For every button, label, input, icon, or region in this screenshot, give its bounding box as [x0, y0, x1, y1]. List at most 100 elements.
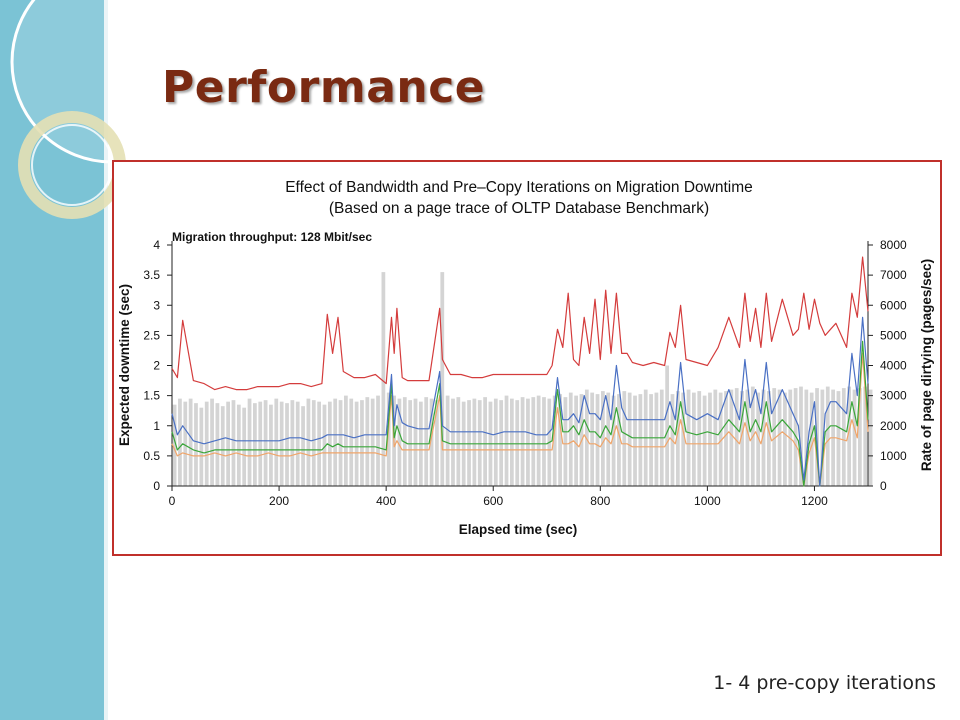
dirty-rate-bar: [424, 397, 429, 486]
dirty-rate-bar: [231, 400, 236, 486]
dirty-rate-bar: [542, 397, 546, 486]
dirty-rate-bar: [718, 392, 723, 486]
y2-tick-label: 4000: [880, 359, 907, 373]
dirty-rate-bar: [745, 389, 750, 486]
dirty-rate-bar: [253, 403, 257, 486]
dirty-rate-bar: [590, 392, 595, 486]
dirty-rate-bar: [766, 391, 771, 486]
dirty-rate-bar: [429, 398, 434, 486]
y2-tick-label: 7000: [880, 268, 907, 282]
dirty-rate-bar: [365, 397, 370, 486]
y2-axis-label: Rate of page dirtying (pages/sec): [919, 259, 934, 471]
chart-annotation: Migration throughput: 128 Mbit/sec: [172, 230, 372, 244]
dirty-rate-bar: [226, 401, 230, 486]
y-tick-label: 0: [153, 479, 160, 493]
dirty-rate-bar: [386, 392, 391, 486]
dirty-rate-bar: [756, 392, 761, 486]
dirty-rate-bar: [568, 392, 573, 486]
y-axis-label: Expected downtime (sec): [117, 284, 132, 446]
x-axis: 0 200 400 600 800 1000 1200: [169, 486, 828, 508]
dirty-rate-bar: [841, 388, 846, 486]
dirty-rate-bar: [269, 404, 273, 486]
dirty-rate-bar: [852, 389, 857, 486]
x-tick-label: 200: [269, 494, 289, 508]
dirty-rate-bar: [520, 397, 525, 486]
dirty-rate-bar: [847, 386, 852, 486]
dirty-rate-bar: [601, 391, 605, 486]
y2-tick-label: 5000: [880, 328, 907, 342]
dirty-rate-bar: [204, 401, 209, 486]
downtime-chart: 0 200 400 600 800 1000 1200 00.511.522.533.54 …: [117, 179, 934, 537]
dirty-rate-bar: [344, 395, 348, 486]
dirty-rate-bar: [868, 389, 873, 486]
dirty-rate-bar: [724, 391, 728, 486]
dirty-rate-bar: [327, 401, 332, 486]
dirty-rate-bar: [178, 398, 182, 486]
dirty-rate-bar: [638, 394, 643, 486]
dirty-rate-bar: [370, 398, 375, 486]
dirty-rate-bar: [440, 272, 445, 486]
dirty-rate-bar: [713, 389, 718, 486]
dirty-rate-bar: [740, 391, 744, 486]
dirty-rate-bar: [783, 392, 787, 486]
dirty-rate-bar: [274, 398, 279, 486]
dirty-rate-bar: [188, 398, 193, 486]
chart-subtitle: (Based on a page trace of OLTP Database …: [329, 200, 709, 217]
dirty-rate-bar: [692, 392, 696, 486]
dirty-rate-bar: [584, 389, 589, 486]
dirty-rate-bar: [183, 401, 188, 486]
dirty-rate-bar: [686, 389, 691, 486]
dirty-rate-bar: [777, 389, 782, 486]
x-tick-label: 0: [169, 494, 176, 508]
dirty-rate-bar: [306, 398, 311, 486]
dirty-rate-bar: [456, 397, 461, 486]
dirty-rate-bar: [435, 400, 439, 486]
y-tick-label: 1.5: [143, 389, 160, 403]
dirty-rate-bar: [483, 397, 487, 486]
dirty-rate-bar: [681, 392, 686, 486]
dirty-rate-bar: [734, 388, 739, 486]
dirty-rate-bar: [611, 395, 616, 486]
dirty-rate-bar: [333, 398, 338, 486]
dirty-rate-bar: [381, 272, 386, 486]
x-tick-label: 600: [483, 494, 503, 508]
dirty-rate-bar: [467, 400, 471, 486]
y2-tick-label: 0: [880, 479, 887, 493]
y2-tick-label: 3000: [880, 389, 907, 403]
chart-title: Effect of Bandwidth and Pre–Copy Iterati…: [285, 179, 753, 196]
dirty-rate-bar: [285, 403, 289, 486]
dirty-rate-bar: [236, 404, 241, 486]
dirty-rate-bar: [708, 392, 712, 486]
dirty-rate-bar: [504, 395, 509, 486]
x-tick-label: 800: [590, 494, 610, 508]
dirty-rate-bar: [360, 400, 364, 486]
y-axis-left: 0 0.5 1 1.5 2 2.5 3 3.5 4: [143, 238, 172, 493]
dirty-rate-bar: [172, 404, 177, 486]
dirty-rate-bar: [702, 395, 707, 486]
dirty-rate-bar: [617, 394, 621, 486]
sidebar-edge: [104, 0, 108, 720]
dirty-rate-bar: [408, 400, 413, 486]
dirty-rate-bar: [857, 388, 862, 486]
dirty-rate-bar: [451, 398, 455, 486]
dirty-rate-bar: [563, 397, 568, 486]
y-tick-label: 3: [153, 298, 160, 312]
dirty-rate-bar: [263, 400, 268, 486]
y-tick-label: 2: [153, 359, 160, 373]
dirty-rate-bar: [665, 365, 670, 486]
dirty-rate-bar: [317, 401, 322, 486]
dirty-rate-bar: [574, 395, 578, 486]
dirty-rate-bar: [242, 407, 247, 486]
y-tick-label: 2.5: [143, 328, 160, 342]
dirty-rate-bar: [761, 389, 766, 486]
dirty-rate-bar: [627, 392, 632, 486]
x-axis-label: Elapsed time (sec): [459, 522, 578, 537]
decorative-circles: [10, 0, 130, 219]
dirty-rate-bar: [649, 394, 653, 486]
y2-tick-label: 8000: [880, 238, 907, 252]
dirty-rate-bar: [809, 392, 814, 486]
dirty-rate-bar: [338, 400, 343, 486]
dirty-rate-bar: [354, 401, 359, 486]
dirty-rate-bar: [536, 395, 541, 486]
dirty-rate-bar: [220, 406, 225, 486]
